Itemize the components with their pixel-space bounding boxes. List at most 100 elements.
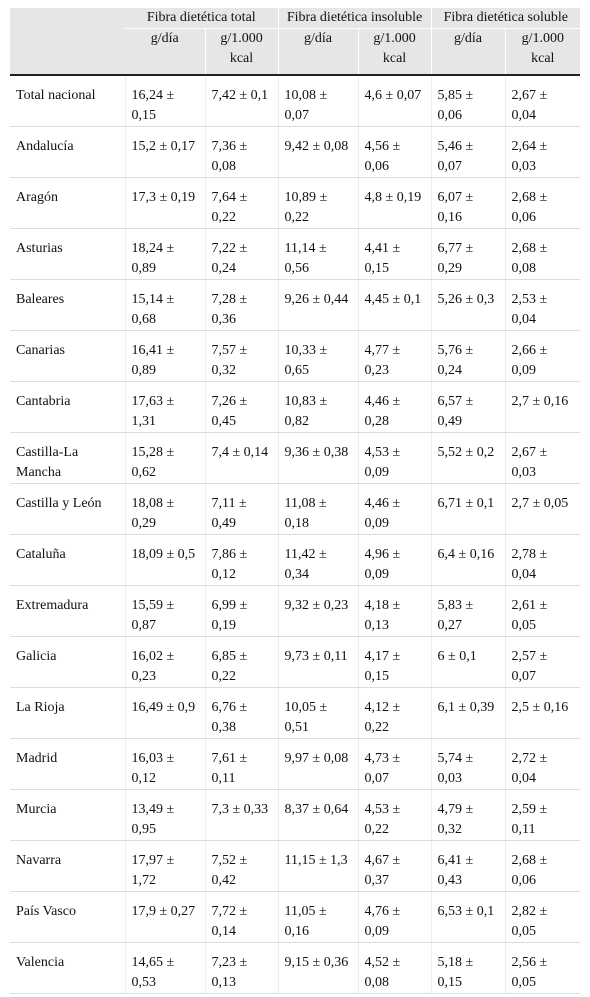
value-cell: 2,68 ± 0,06 [504,840,581,892]
value-cell: 4,53 ± 0,09 [357,432,432,484]
value-cell: 7,36 ± 0,08 [204,126,279,178]
value-cell: 6,1 ± 0,39 [430,687,506,739]
corner-cell [10,8,125,76]
value-cell: 4,76 ± 0,09 [357,891,432,943]
table-row: Asturias 18,24 ± 0,89 7,22 ± 0,24 11,14 ± 0… [10,228,581,280]
value-cell: 6,76 ± 0,38 [204,687,279,739]
value-cell: 10,89 ± 0,22 [277,177,359,229]
value-cell: 5,74 ± 0,03 [430,738,506,790]
value-cell: 7,26 ± 0,45 [204,381,279,433]
value-cell: 11,08 ± 0,18 [277,483,359,535]
value-cell: 10,83 ± 0,82 [277,381,359,433]
value-cell: 6,07 ± 0,16 [430,177,506,229]
sub-header: g/1.000 kcal [204,28,279,76]
region-cell: Valencia [10,942,125,994]
group-header: Fibra dietética insoluble [277,8,432,29]
table-row: Andalucía 15,2 ± 0,17 7,36 ± 0,08 9,42 ± 0,… [10,126,581,178]
value-cell: 2,57 ± 0,07 [504,636,581,688]
value-cell: 4,18 ± 0,13 [357,585,432,637]
group-header: Fibra dietética total [125,8,279,29]
value-cell: 8,37 ± 0,64 [277,789,359,841]
sub-header: g/1.000 kcal [504,28,581,76]
value-cell: 16,24 ± 0,15 [124,75,205,127]
value-cell: 5,46 ± 0,07 [430,126,506,178]
value-cell: 7,23 ± 0,13 [204,942,279,994]
value-cell: 2,67 ± 0,04 [504,75,581,127]
value-cell: 6 ± 0,1 [430,636,506,688]
table-row: Canarias 16,41 ± 0,89 7,57 ± 0,32 10,33 ± 0… [10,330,581,382]
value-cell: 2,78 ± 0,04 [504,534,581,586]
value-cell: 9,73 ± 0,11 [277,636,359,688]
value-cell: 7,11 ± 0,49 [204,483,279,535]
value-cell: 11,42 ± 0,34 [277,534,359,586]
value-cell: 11,14 ± 0,56 [277,228,359,280]
value-cell: 10,05 ± 0,51 [277,687,359,739]
region-cell: Cantabria [10,381,125,433]
value-cell: 9,97 ± 0,08 [277,738,359,790]
value-cell: 5,18 ± 0,15 [430,942,506,994]
region-cell: País Vasco [10,891,125,943]
value-cell: 2,82 ± 0,05 [504,891,581,943]
region-cell: Murcia [10,789,125,841]
table-body: Total nacional 16,24 ± 0,15 7,42 ± 0,1 10,0… [10,75,581,994]
value-cell: 9,36 ± 0,38 [277,432,359,484]
value-cell: 4,46 ± 0,28 [357,381,432,433]
value-cell: 6,71 ± 0,1 [430,483,506,535]
value-cell: 6,4 ± 0,16 [430,534,506,586]
table-head: Fibra dietética total Fibra dietética ins… [10,8,581,76]
table-row: Valencia 14,65 ± 0,53 7,23 ± 0,13 9,15 ± 0,… [10,942,581,994]
sub-header: g/1.000 kcal [357,28,432,76]
value-cell: 17,63 ± 1,31 [124,381,205,433]
value-cell: 6,53 ± 0,1 [430,891,506,943]
table-row: La Rioja 16,49 ± 0,9 6,76 ± 0,38 10,05 ± 0,… [10,687,581,739]
region-cell: Madrid [10,738,125,790]
value-cell: 2,68 ± 0,08 [504,228,581,280]
value-cell: 4,96 ± 0,09 [357,534,432,586]
table-row: Cantabria 17,63 ± 1,31 7,26 ± 0,45 10,83 ± … [10,381,581,433]
value-cell: 4,79 ± 0,32 [430,789,506,841]
value-cell: 7,52 ± 0,42 [204,840,279,892]
data-table: Fibra dietética total Fibra dietética ins… [10,8,581,994]
value-cell: 7,86 ± 0,12 [204,534,279,586]
sub-header-row: g/día g/1.000 kcal g/día g/1.000 kcal g/día g… [10,28,581,76]
value-cell: 5,83 ± 0,27 [430,585,506,637]
value-cell: 15,14 ± 0,68 [124,279,205,331]
value-cell: 2,7 ± 0,05 [504,483,581,535]
table-row: País Vasco 17,9 ± 0,27 7,72 ± 0,14 11,05 ± … [10,891,581,943]
region-cell: Navarra [10,840,125,892]
value-cell: 16,41 ± 0,89 [124,330,205,382]
region-cell: Galicia [10,636,125,688]
region-cell: Cataluña [10,534,125,586]
table-row: Total nacional 16,24 ± 0,15 7,42 ± 0,1 10,0… [10,75,581,127]
value-cell: 4,8 ± 0,19 [357,177,432,229]
value-cell: 11,15 ± 1,3 [277,840,359,892]
value-cell: 2,67 ± 0,03 [504,432,581,484]
value-cell: 6,41 ± 0,43 [430,840,506,892]
value-cell: 7,28 ± 0,36 [204,279,279,331]
value-cell: 7,22 ± 0,24 [204,228,279,280]
value-cell: 4,17 ± 0,15 [357,636,432,688]
region-cell: Baleares [10,279,125,331]
table-row: Cataluña 18,09 ± 0,5 7,86 ± 0,12 11,42 ± 0,… [10,534,581,586]
value-cell: 18,24 ± 0,89 [124,228,205,280]
region-cell: Asturias [10,228,125,280]
value-cell: 9,42 ± 0,08 [277,126,359,178]
sub-header: g/día [277,28,359,76]
region-cell: Extremadura [10,585,125,637]
table-row: Baleares 15,14 ± 0,68 7,28 ± 0,36 9,26 ± 0,… [10,279,581,331]
value-cell: 7,57 ± 0,32 [204,330,279,382]
value-cell: 17,9 ± 0,27 [124,891,205,943]
value-cell: 2,72 ± 0,04 [504,738,581,790]
value-cell: 10,08 ± 0,07 [277,75,359,127]
region-cell: Canarias [10,330,125,382]
value-cell: 6,77 ± 0,29 [430,228,506,280]
value-cell: 4,53 ± 0,22 [357,789,432,841]
value-cell: 11,05 ± 0,16 [277,891,359,943]
value-cell: 4,67 ± 0,37 [357,840,432,892]
value-cell: 13,49 ± 0,95 [124,789,205,841]
value-cell: 4,41 ± 0,15 [357,228,432,280]
value-cell: 6,85 ± 0,22 [204,636,279,688]
region-cell: Total nacional [10,75,125,127]
value-cell: 16,49 ± 0,9 [124,687,205,739]
value-cell: 4,45 ± 0,1 [357,279,432,331]
